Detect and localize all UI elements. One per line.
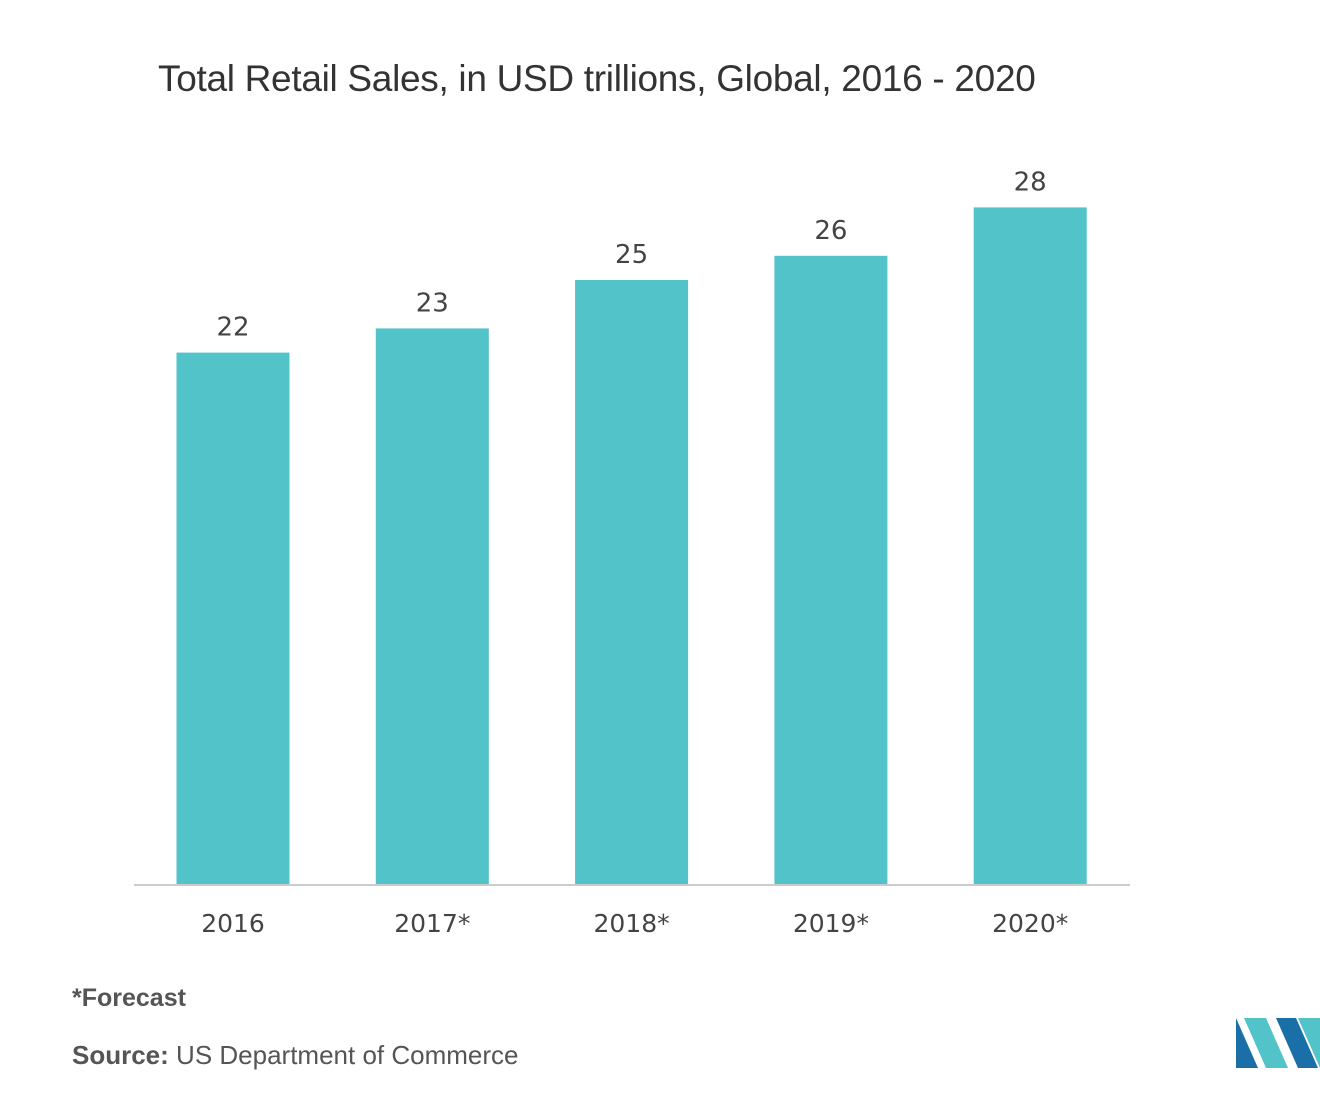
x-tick-label-2018: 2018* — [594, 909, 670, 938]
value-label-2018: 25 — [615, 240, 648, 270]
bars-group — [176, 207, 1087, 886]
logo-right-accent — [1298, 1018, 1320, 1068]
forecast-footnote: *Forecast — [72, 984, 186, 1012]
source-label: Source: — [72, 1040, 169, 1070]
bar-chart: 22 23 25 26 28 2016 2017* 2018* 2019* 2020* — [134, 167, 1130, 938]
bar-2016 — [176, 352, 290, 886]
tick-labels-group: 2016 2017* 2018* 2019* 2020* — [201, 909, 1068, 938]
value-label-2017: 23 — [416, 288, 449, 318]
bar-2020 — [973, 207, 1087, 885]
logo-mid-shape — [1244, 1018, 1288, 1068]
bar-2017 — [375, 328, 489, 885]
value-labels-group: 22 23 25 26 28 — [216, 167, 1046, 342]
mordor-intelligence-logo-icon — [1236, 1018, 1320, 1068]
bar-2019 — [774, 255, 888, 886]
x-tick-label-2019: 2019* — [793, 909, 869, 938]
value-label-2016: 22 — [216, 313, 249, 343]
chart-title: Total Retail Sales, in USD trillions, Gl… — [158, 58, 1036, 99]
x-tick-label-2017: 2017* — [394, 909, 470, 938]
logo-right-shape — [1276, 1018, 1318, 1068]
value-label-2019: 26 — [814, 216, 847, 246]
value-label-2020: 28 — [1014, 167, 1047, 197]
logo-left-shape — [1236, 1018, 1258, 1068]
x-tick-label-2016: 2016 — [201, 909, 265, 938]
source-text: US Department of Commerce — [176, 1040, 519, 1070]
bar-2018 — [575, 280, 689, 885]
source-line: Source: US Department of Commerce — [72, 1040, 519, 1071]
x-tick-label-2020: 2020* — [992, 909, 1068, 938]
